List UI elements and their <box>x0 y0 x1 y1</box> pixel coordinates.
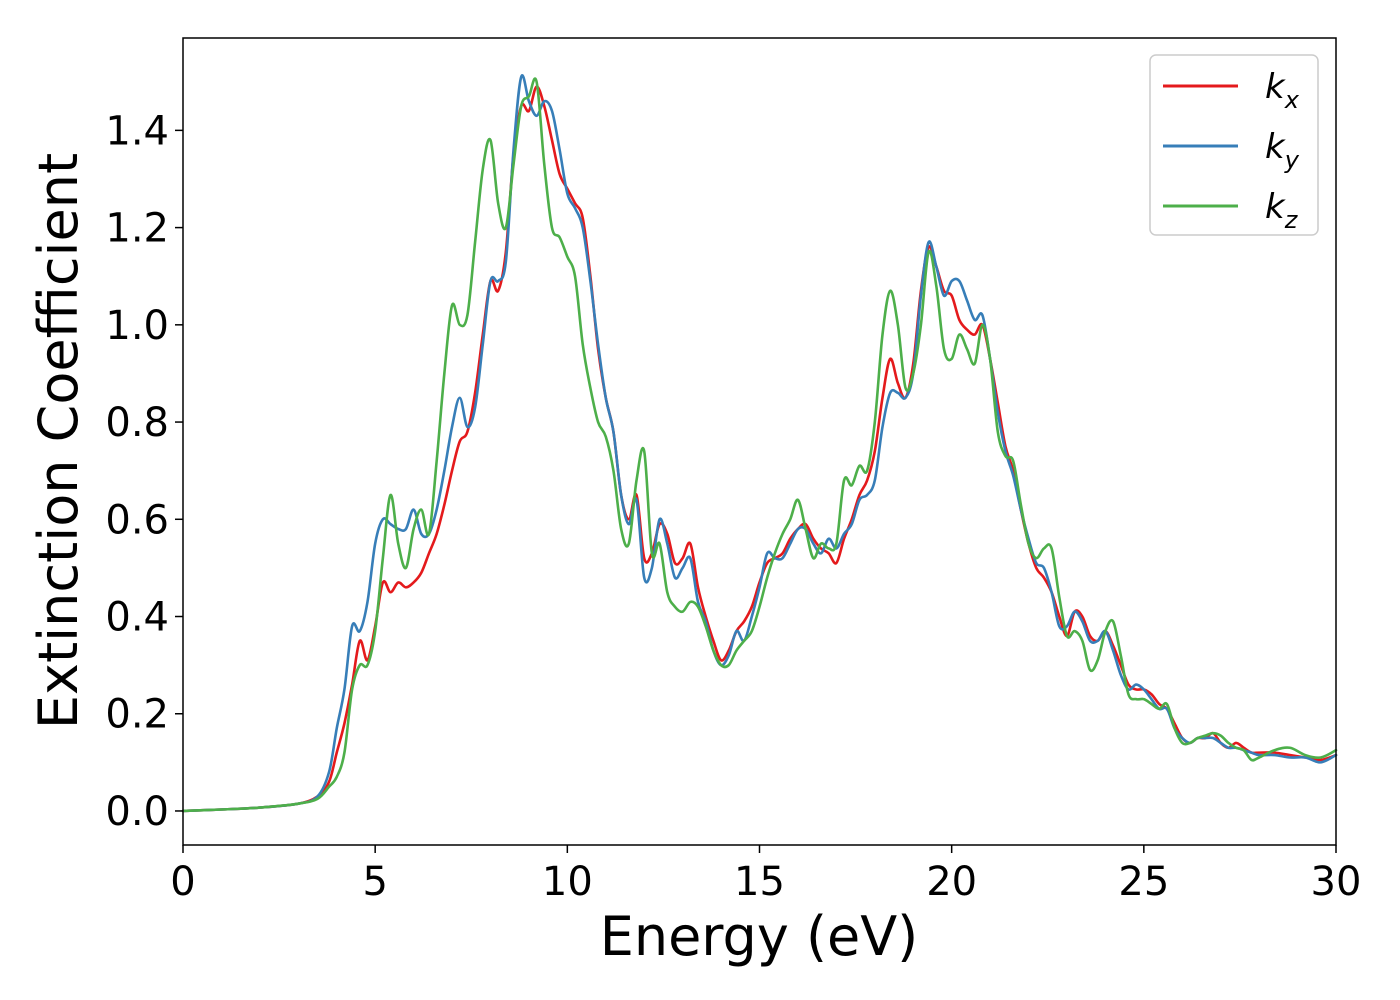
x-tick-label: 10 <box>542 859 593 905</box>
x-tick-label: 25 <box>1118 859 1169 905</box>
y-tick-label: 0.2 <box>105 692 169 738</box>
x-axis-title: Energy (eV) <box>600 905 919 968</box>
y-tick-label: 1.2 <box>105 206 169 252</box>
series-line-k-z <box>181 77 1338 813</box>
y-tick-label: 0.0 <box>105 789 169 835</box>
y-tick-label: 1.0 <box>105 303 169 349</box>
legend: kx ky kz <box>1149 54 1319 236</box>
y-axis-title: Extinction Coefficient <box>27 153 90 729</box>
x-tick-label: 30 <box>1311 859 1362 905</box>
x-tick-label: 20 <box>926 859 977 905</box>
y-tick-label: 0.6 <box>105 497 169 543</box>
y-tick-label: 0.8 <box>105 400 169 446</box>
y-tick-label: 0.4 <box>105 595 169 641</box>
x-tick-label: 0 <box>170 859 195 905</box>
y-axis-ticks: 0.0 0.2 0.4 0.6 0.8 1.0 1.2 1.4 <box>105 108 183 835</box>
y-tick-label: 1.4 <box>105 108 169 154</box>
series-line-k-x <box>181 85 1338 813</box>
legend-label-x: kx <box>1265 67 1300 114</box>
series-layer <box>181 74 1338 813</box>
legend-label-z: kz <box>1265 187 1299 234</box>
x-axis-ticks: 0 5 10 15 20 25 30 <box>170 845 1361 905</box>
x-tick-label: 5 <box>362 859 387 905</box>
legend-label-y: ky <box>1265 127 1300 174</box>
x-tick-label: 15 <box>734 859 785 905</box>
